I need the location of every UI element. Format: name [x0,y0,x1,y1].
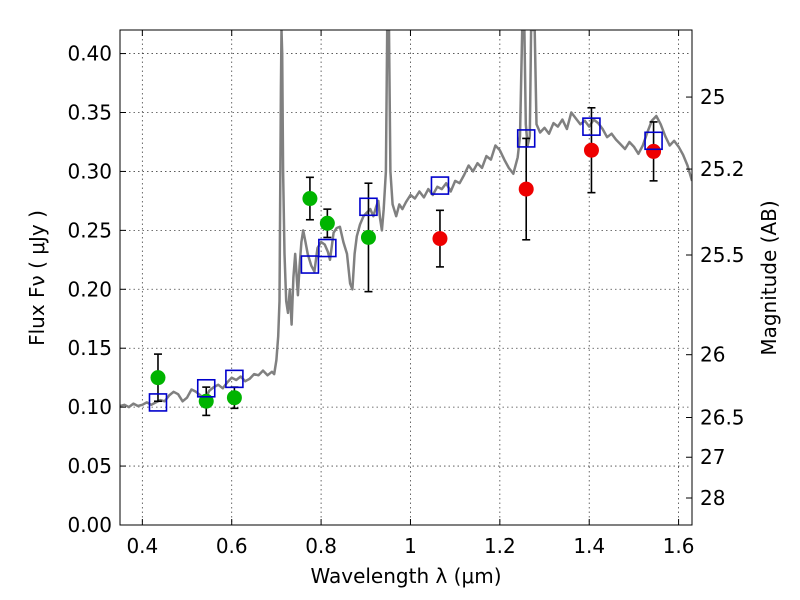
y2-tick-label: 25.2 [700,157,745,181]
photometry-point [518,181,534,197]
y2-tick-label: 26.5 [700,406,745,430]
model-point [300,255,320,274]
x-tick-label: 1 [404,534,417,558]
model-point [359,197,378,217]
y-tick-label: 0.30 [67,159,112,183]
model-point [196,378,216,398]
y-axis-label: Flux Fν ( μJy ) [25,210,49,346]
y-tick-label: 0.00 [67,513,112,537]
model-point [644,131,663,151]
grid-lines [120,30,692,525]
y-tick-label: 0.25 [67,218,112,242]
y-tick-label: 0.35 [67,101,112,125]
x-tick-label: 1.4 [573,534,605,558]
model-point [225,369,244,389]
y2-tick-label: 25.5 [700,243,745,267]
x-tick-label: 0.8 [305,534,337,558]
x-tick-label: 1.2 [484,534,516,558]
x-tick-label: 1.6 [663,534,695,558]
y2-tick-label: 26 [700,343,725,367]
x-tick-label: 0.4 [126,534,158,558]
y2-tick-label: 25 [700,85,725,109]
spectrum-layer [120,30,692,409]
photometry-point [646,143,662,159]
model-point [582,117,601,136]
y2-tick-label: 27 [700,445,725,469]
photometry-point [360,229,376,245]
model-point [516,129,536,148]
photometry-point [583,142,599,158]
y-tick-label: 0.10 [67,395,112,419]
spectrum-line [120,30,692,409]
marker-layer [148,117,663,412]
photometry-point [302,191,318,207]
x-axis-label: Wavelength λ (μm) [310,564,501,588]
x-tick-label: 0.6 [216,534,248,558]
model-point [318,238,337,258]
photometry-point [226,390,242,406]
y2-tick-label: 28 [700,486,725,510]
y-tick-label: 0.05 [67,454,112,478]
photometry-point [319,215,335,231]
y-tick-label: 0.40 [67,42,112,66]
photometry-point [432,231,448,247]
model-point [148,393,168,412]
y2-axis-label: Magnitude (AB) [757,200,781,355]
y-tick-label: 0.15 [67,336,112,360]
photometry-point [150,370,166,386]
y-tick-label: 0.20 [67,277,112,301]
axis-layer: 0.4 0.6 0.8 1 1.2 1.4 1.6 0.00 0.05 0.10 0.15 0.20 0… [67,30,745,558]
model-point [430,176,450,195]
errorbar-layer [153,106,658,417]
plot-frame [119,29,693,526]
